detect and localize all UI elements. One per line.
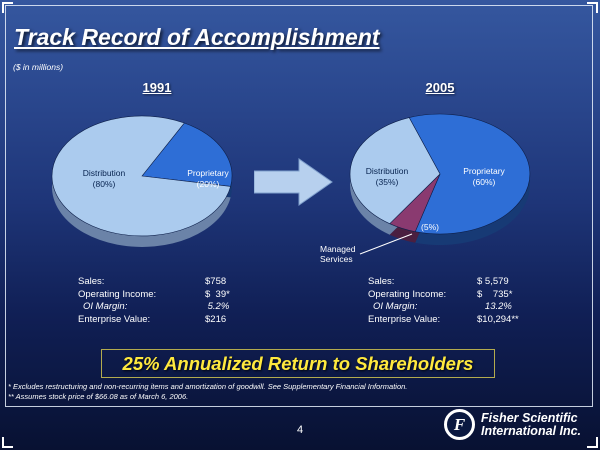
shareholder-return-banner: 25% Annualized Return to Shareholders	[101, 349, 495, 378]
logo-line1: Fisher Scientific	[481, 410, 578, 425]
logo-text: Fisher Scientific International Inc.	[481, 410, 582, 438]
stat-row-operating-income: Operating Income: $ 735*	[368, 288, 513, 300]
label-2005-proprietary: Proprietary (60%)	[446, 166, 522, 188]
stat-row-oi-margin: OI Margin: 13.2%	[373, 301, 512, 312]
slice-name: Proprietary	[187, 168, 229, 178]
label-2005-managed-percent: (5%)	[421, 222, 439, 232]
stat-row-sales: Sales: $ 5,579	[368, 276, 509, 287]
pie-1991-heading: 1991	[142, 80, 172, 95]
slice-percent: (80%)	[92, 179, 116, 189]
right-arrow-icon	[254, 158, 333, 206]
label-1991-proprietary: Proprietary (20%)	[172, 168, 244, 190]
slice-percent: (20%)	[196, 179, 220, 189]
stats-table-2005: Sales: $ 5,579 Operating Income: $ 735* OI…	[368, 276, 598, 326]
footnote-1: * Excludes restructuring and non-recurri…	[8, 382, 408, 391]
slice-name: Proprietary	[463, 166, 505, 176]
slice-name: Distribution	[82, 168, 126, 178]
stat-row-enterprise-value: Enterprise Value: $216	[78, 313, 227, 325]
pie-chart-2005	[349, 113, 531, 246]
units-note: ($ in millions)	[13, 62, 64, 72]
fisher-scientific-logo: F Fisher Scientific International Inc.	[444, 409, 581, 440]
stats-table-1991: Sales: $758 Operating Income: $ 39* OI Mar…	[78, 276, 308, 326]
footnote-2: ** Assumes stock price of $66.08 as of M…	[8, 392, 189, 401]
slide-title: Track Record of Accomplishment	[14, 24, 380, 50]
stat-row-enterprise-value: Enterprise Value: $10,294**	[368, 313, 519, 325]
pie-2005-heading: 2005	[425, 80, 455, 95]
stat-row-oi-margin: OI Margin: 5.2%	[83, 301, 230, 312]
corner-mark-bottom-left	[2, 437, 13, 448]
label-2005-distribution: Distribution (35%)	[348, 166, 426, 188]
corner-mark-top-left	[2, 2, 13, 13]
label-2005-managed-services: Managed Services	[320, 244, 356, 264]
slice-name: Distribution	[365, 166, 409, 176]
stat-row-operating-income: Operating Income: $ 39*	[78, 288, 230, 300]
label-1991-distribution: Distribution (80%)	[58, 168, 150, 190]
corner-mark-top-right	[587, 2, 598, 13]
managed-services-callout-line	[359, 233, 413, 255]
stat-row-sales: Sales: $758	[78, 276, 227, 287]
pie-chart-1991	[51, 115, 233, 247]
slice-percent: (60%)	[472, 177, 496, 187]
page-number: 4	[296, 424, 304, 436]
slice-percent: (35%)	[375, 177, 399, 187]
logo-line2: International Inc.	[481, 423, 582, 438]
corner-mark-bottom-right	[587, 437, 598, 448]
logo-monogram-icon: F	[444, 409, 475, 440]
